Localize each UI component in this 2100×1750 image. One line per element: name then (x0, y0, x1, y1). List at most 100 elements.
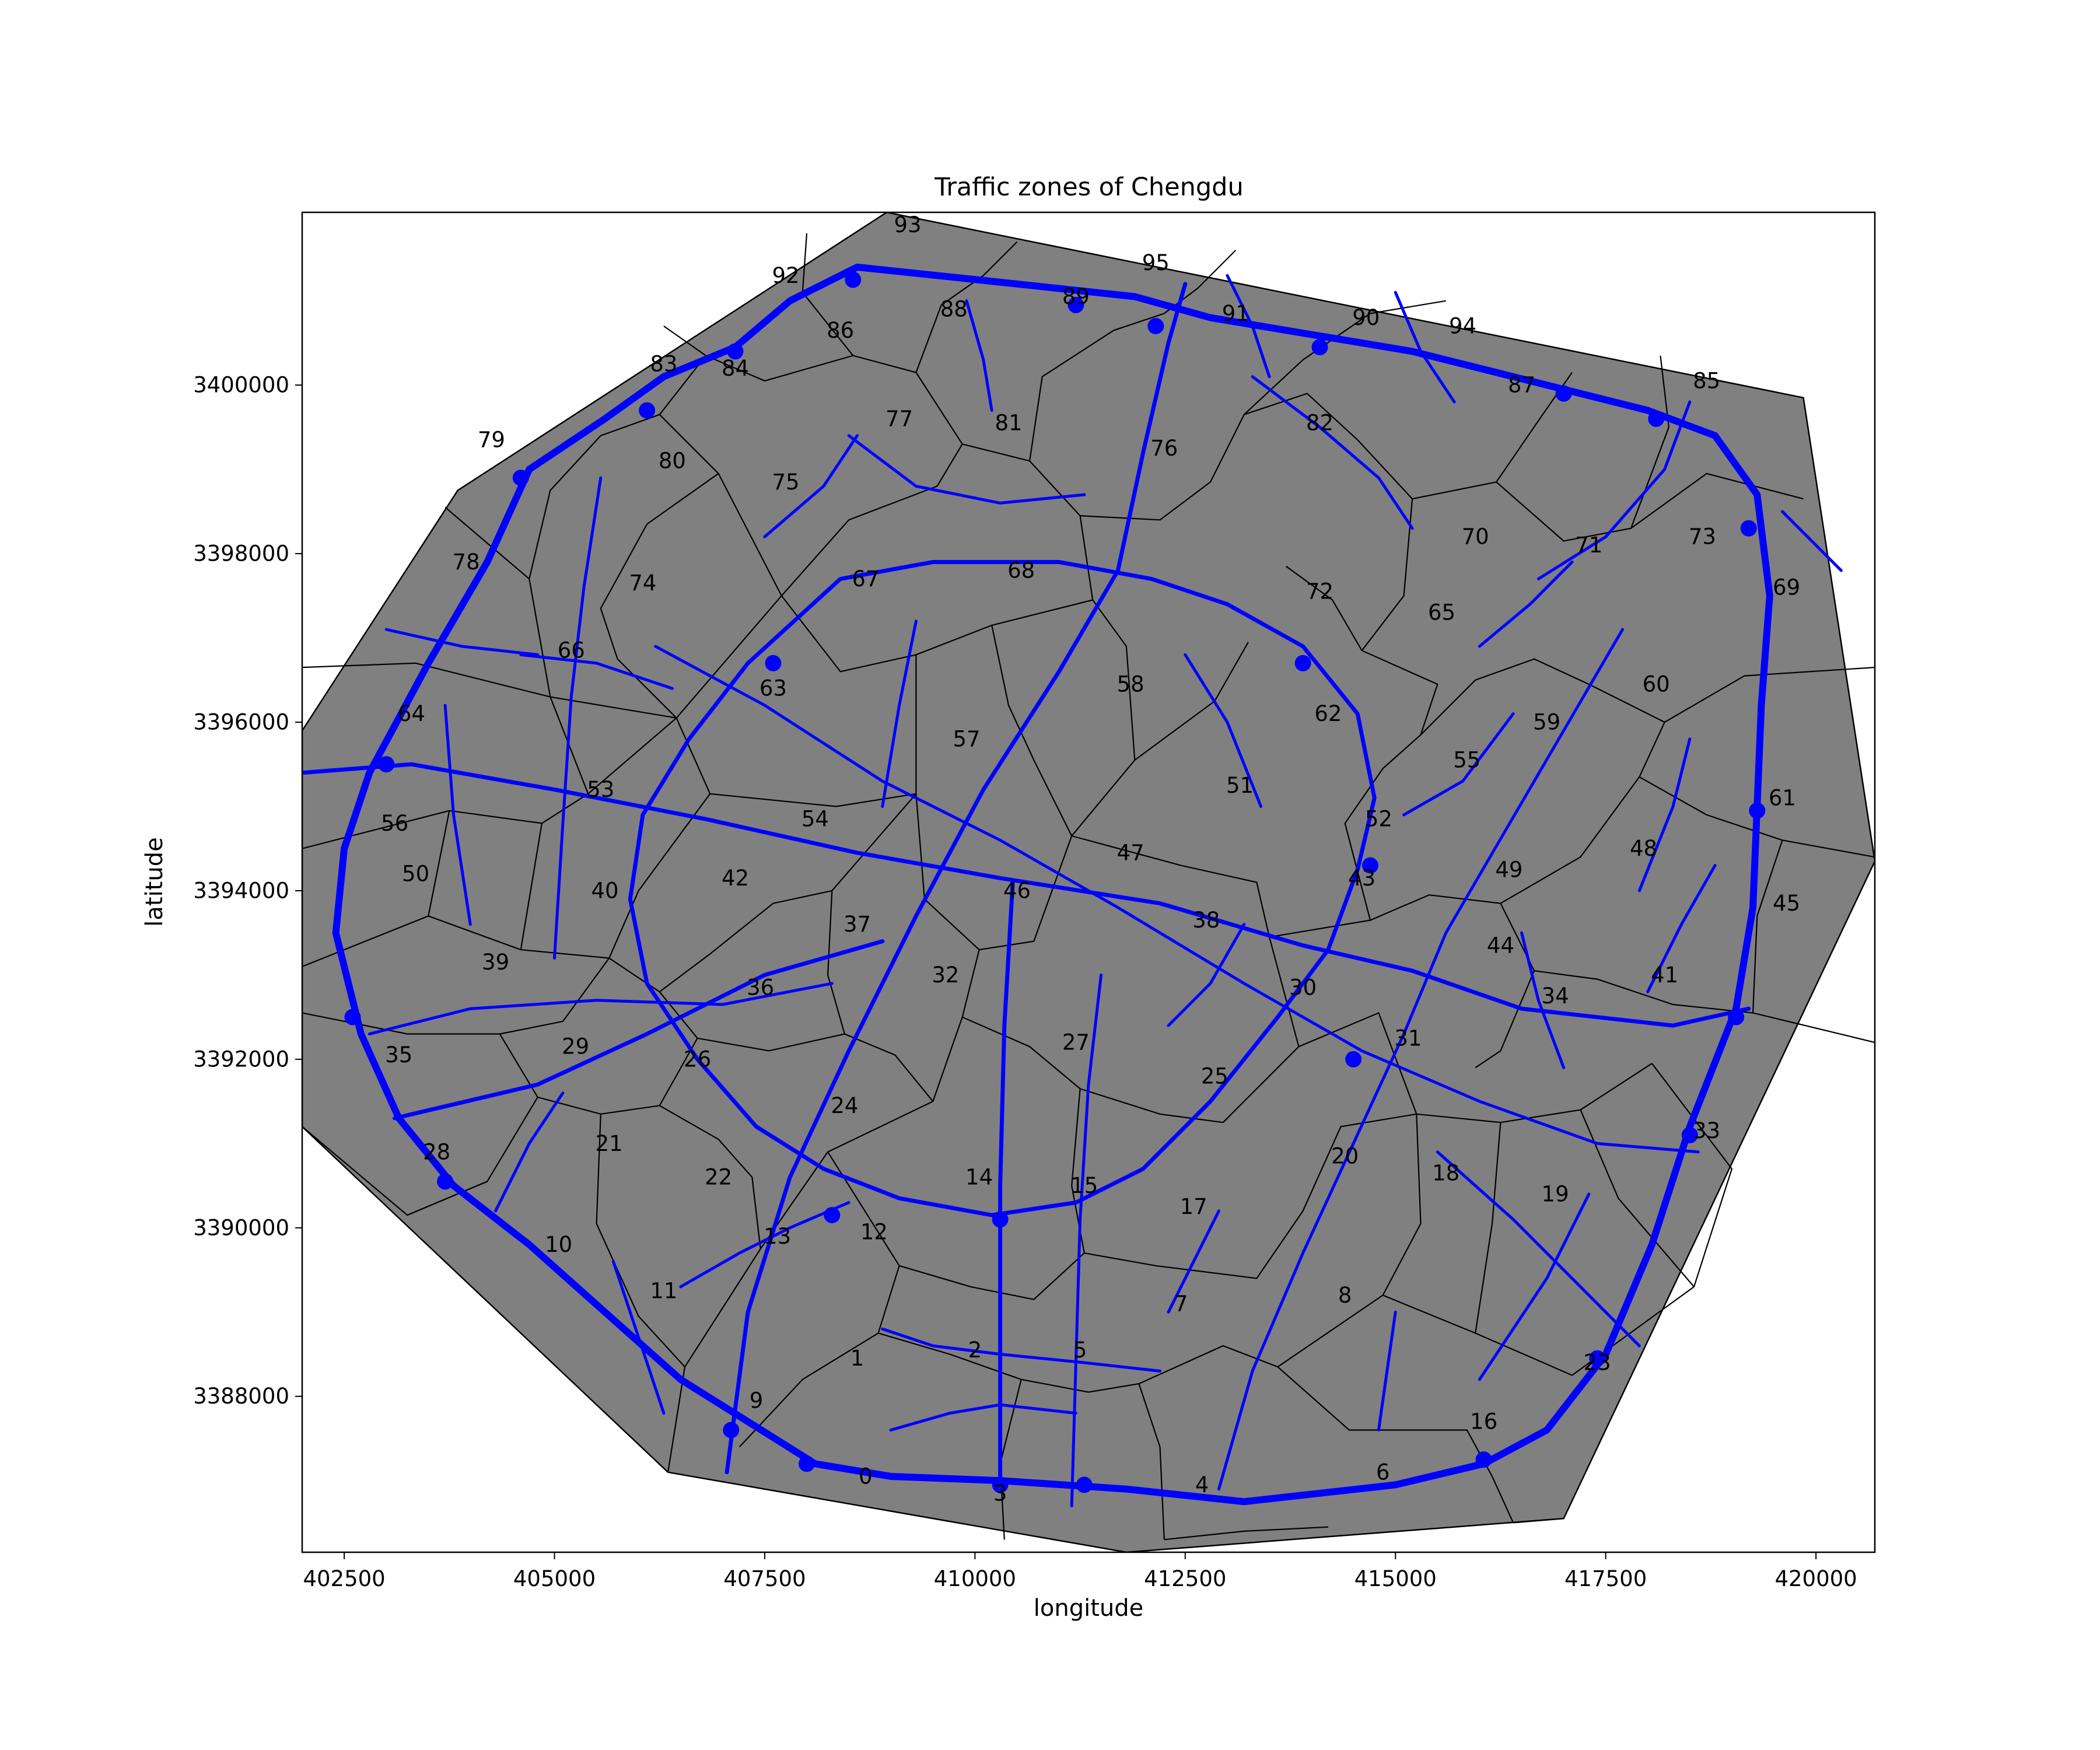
road-interchange (799, 1455, 815, 1472)
road-medium (628, 560, 1377, 1217)
zone-label: 78 (453, 550, 480, 575)
road-interchange (824, 1207, 841, 1224)
zone-label: 95 (1142, 250, 1170, 275)
zone-label: 11 (650, 1279, 677, 1304)
zone-label: 92 (772, 263, 799, 288)
zone-edge (1222, 1012, 1418, 1123)
road-minor (1637, 737, 1692, 892)
zone-label: 77 (886, 406, 913, 431)
zone-label: 35 (385, 1042, 412, 1068)
zone-edge (1361, 473, 1804, 651)
x-tick-label: 407500 (723, 1566, 806, 1591)
y-tick-label: 3388000 (193, 1384, 289, 1409)
zone-label: 54 (802, 807, 829, 832)
road-minor (654, 645, 1700, 1154)
road-minor (1436, 1150, 1641, 1348)
zone-edge (878, 1332, 1278, 1393)
x-tick-label: 405000 (513, 1566, 596, 1591)
zone-label: 71 (1575, 533, 1602, 558)
zone-label: 64 (398, 701, 425, 726)
zone-label: 53 (587, 777, 614, 802)
zone-edges-layer (302, 233, 1875, 1541)
chart-title: Traffic zones of Chengdu (934, 173, 1243, 202)
zone-label: 86 (827, 318, 854, 343)
zone-edge (1534, 970, 1875, 1044)
zone-edge (1580, 1110, 1695, 1287)
zone-label: 25 (1201, 1063, 1228, 1088)
zone-label: 19 (1542, 1182, 1569, 1207)
zone-edge (1277, 1294, 1573, 1376)
zone-label: 52 (1365, 807, 1392, 832)
zone-label: 46 (1003, 878, 1031, 903)
zone-label: 62 (1314, 701, 1342, 726)
zone-label: 74 (629, 570, 656, 596)
road-interchange (1294, 654, 1311, 671)
road-minor (1520, 931, 1566, 1069)
zone-label: 55 (1453, 748, 1480, 773)
zone-label: 10 (545, 1232, 572, 1257)
road-interchange (723, 1422, 740, 1438)
road-minor (1646, 864, 1717, 993)
zone-label: 14 (965, 1165, 993, 1190)
zone-edge (1639, 667, 1875, 778)
zone-edge (915, 642, 1249, 951)
zone-label: 66 (558, 638, 585, 663)
road-interchange (1345, 1051, 1362, 1068)
zone-label: 59 (1533, 710, 1560, 735)
zone-label: 27 (1062, 1030, 1090, 1055)
x-axis-ticks: 402500 405000 407500 410000 412500 415000 4175… (303, 1552, 1857, 1591)
road-interchange (437, 1173, 454, 1190)
y-axis-label: latitude (141, 837, 168, 926)
road-minor (1217, 628, 1624, 1491)
road-minor (1070, 973, 1103, 1507)
road-minor (1167, 1209, 1220, 1314)
road-interchange (1147, 318, 1164, 334)
zone-label: 50 (402, 862, 429, 887)
zone-label: 91 (1222, 301, 1250, 326)
road-interchange (1076, 1476, 1093, 1493)
zone-label: 94 (1449, 314, 1476, 339)
y-tick-label: 3398000 (193, 541, 289, 566)
zone-label: 81 (995, 411, 1022, 436)
zone-label: 83 (650, 352, 677, 377)
zone-label: 15 (1070, 1173, 1098, 1198)
zone-label: 7 (1174, 1291, 1188, 1316)
zone-label: 23 (1584, 1350, 1611, 1376)
road-interchange (845, 271, 862, 288)
zone-label: 38 (1192, 908, 1220, 933)
zone-label: 28 (423, 1139, 450, 1164)
road-interchange (378, 756, 395, 773)
zone-edge (1071, 835, 1300, 1047)
zone-label: 3 (993, 1480, 1007, 1506)
zone-label: 16 (1470, 1409, 1497, 1434)
road-medium (302, 762, 1751, 1028)
zone-label: 34 (1542, 984, 1569, 1009)
plot-frame (301, 211, 1876, 1553)
zone-edge (1500, 776, 1875, 904)
zone-label: 76 (1150, 436, 1178, 461)
road-minor (368, 982, 834, 1035)
road-minor (1251, 375, 1414, 530)
zone-label: 29 (562, 1034, 589, 1059)
road-interchange (992, 1476, 1009, 1493)
road-minor (965, 299, 993, 412)
x-tick-label: 420000 (1774, 1566, 1857, 1591)
y-tick-label: 3392000 (193, 1046, 289, 1072)
zone-edge (1029, 250, 1237, 461)
zone-label: 17 (1180, 1194, 1208, 1219)
road-interchange (1589, 1350, 1606, 1367)
zone-label: 88 (940, 297, 968, 322)
zone-label: 47 (1117, 840, 1144, 865)
zone-edge (608, 793, 711, 958)
road-medium (998, 880, 1015, 1492)
zone-label: 58 (1117, 672, 1144, 697)
x-tick-label: 402500 (303, 1566, 385, 1591)
zone-edge (302, 662, 551, 698)
road-minor (519, 653, 674, 690)
zone-label: 1 (850, 1346, 864, 1371)
zone-edge (1071, 1088, 1417, 1279)
zone-label: 26 (684, 1046, 711, 1072)
zone-label: 73 (1689, 524, 1716, 550)
x-tick-label: 415000 (1354, 1566, 1437, 1591)
